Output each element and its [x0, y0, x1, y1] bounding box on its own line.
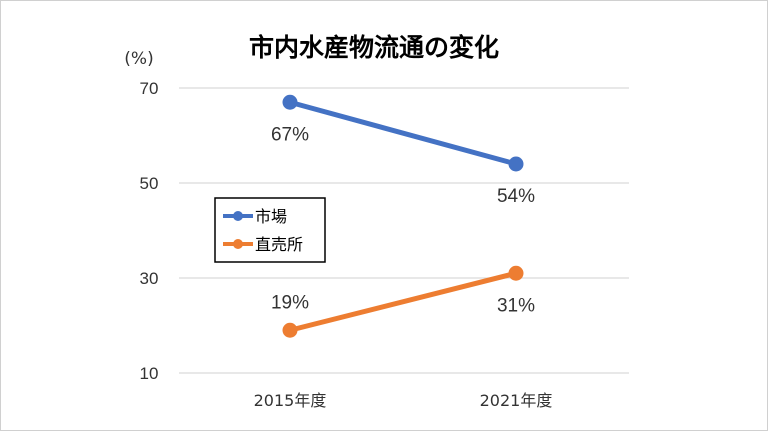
y-tick-label: 30	[140, 269, 159, 288]
legend-label-direct-store: 直売所	[255, 235, 303, 254]
legend-marker-direct-store	[233, 239, 243, 249]
data-label: 54%	[497, 186, 535, 207]
data-labels: 67% 54% 19% 31%	[271, 124, 535, 316]
data-point	[508, 265, 524, 281]
legend-label-market: 市場	[255, 207, 287, 226]
data-label: 19%	[271, 292, 309, 313]
gridlines	[179, 87, 629, 374]
series-line	[287, 99, 519, 167]
data-point	[508, 156, 524, 172]
y-unit-label: (%)	[124, 49, 153, 69]
data-label: 31%	[497, 295, 535, 316]
y-tick-labels: 70 50 30 10	[140, 79, 159, 383]
legend-box	[214, 197, 326, 263]
data-point	[282, 94, 298, 110]
chart-title: 市内水産物流通の変化	[249, 33, 499, 62]
legend: 市場 直売所	[214, 197, 326, 263]
x-tick-label: 2021年度	[480, 391, 553, 410]
y-tick-label: 70	[140, 79, 159, 98]
data-label: 67%	[271, 124, 309, 145]
y-tick-label: 50	[140, 174, 159, 193]
x-tick-label: 2015年度	[254, 391, 327, 410]
series-line	[287, 270, 519, 333]
legend-marker-market	[233, 211, 243, 221]
y-tick-label: 10	[140, 364, 159, 383]
x-tick-labels: 2015年度 2021年度	[254, 391, 553, 410]
series-layer	[282, 94, 524, 338]
data-point	[282, 322, 298, 338]
